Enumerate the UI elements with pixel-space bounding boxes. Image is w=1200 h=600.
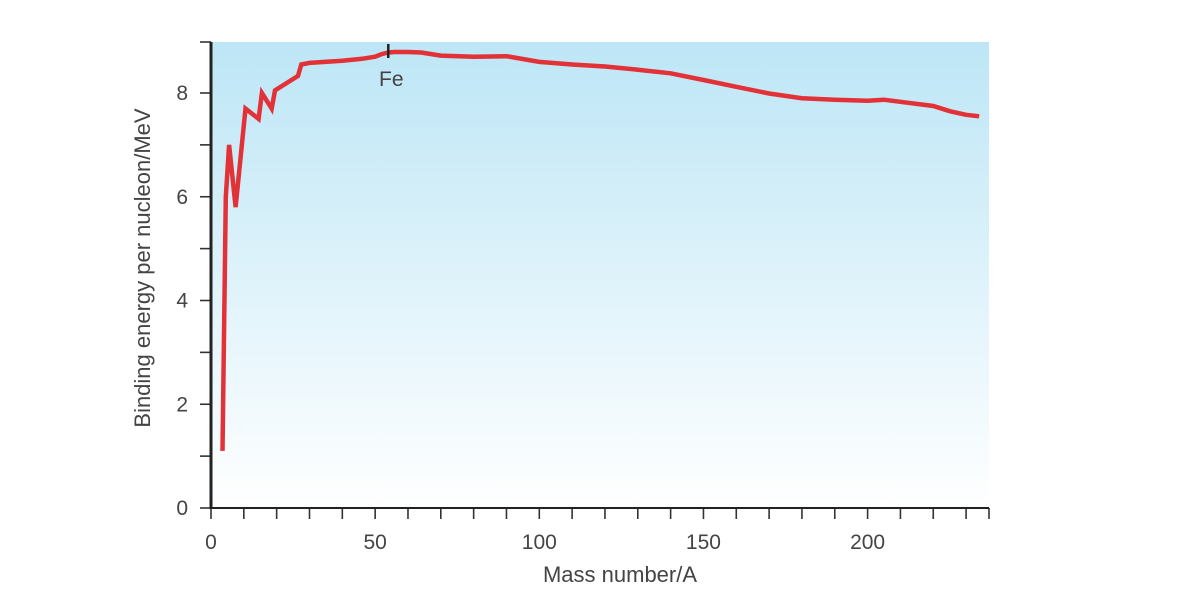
plot-background — [211, 42, 989, 508]
y-tick-label: 6 — [176, 186, 188, 209]
x-tick-label: 0 — [205, 531, 217, 554]
x-tick-label: 50 — [363, 531, 386, 554]
y-axis-title: Binding energy per nucleon/MeV — [130, 108, 155, 428]
x-axis-title: Mass number/A — [543, 562, 697, 587]
y-tick-label: 2 — [176, 393, 188, 416]
x-tick-label: 200 — [850, 531, 885, 554]
y-tick-label: 4 — [176, 290, 188, 313]
binding-energy-curve — [220, 49, 980, 451]
x-tick-label: 100 — [522, 531, 557, 554]
x-tick-label: 150 — [686, 531, 721, 554]
y-tick-label: 8 — [176, 82, 188, 105]
y-tick-label: 0 — [176, 497, 188, 520]
fe-annotation-label: Fe — [379, 68, 404, 91]
